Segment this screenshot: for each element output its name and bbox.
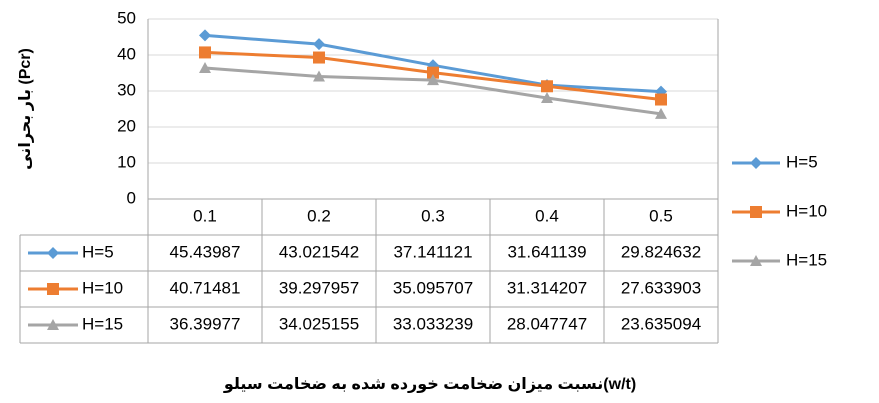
x-tick-label: 0.4 xyxy=(535,206,559,225)
marker xyxy=(313,38,325,51)
table-value: 33.033239 xyxy=(393,314,473,333)
y-axis-title: بار بحرانی (Pcr) xyxy=(17,48,34,170)
y-tick-label: 20 xyxy=(117,116,136,135)
table-value: 40.71481 xyxy=(170,278,241,297)
y-tick-label: 40 xyxy=(117,44,136,63)
table-value: 27.633903 xyxy=(621,278,701,297)
y-tick-label: 30 xyxy=(117,80,136,99)
x-axis-title: نسبت میزان ضخامت خورده شده به ضخامت سیلو… xyxy=(223,376,636,393)
marker xyxy=(199,61,211,73)
table-legend-label: H=5 xyxy=(82,242,114,261)
marker xyxy=(313,70,325,82)
table-value: 31.641139 xyxy=(507,242,586,261)
y-tick-label: 10 xyxy=(117,152,136,171)
table-value: 31.314207 xyxy=(507,278,587,297)
marker xyxy=(427,74,439,86)
legend-label: H=10 xyxy=(786,201,827,220)
x-tick-label: 0.1 xyxy=(193,206,217,225)
legend-label: H=5 xyxy=(786,152,818,171)
table-value: 39.297957 xyxy=(279,278,359,297)
table-value: 23.635094 xyxy=(621,314,701,333)
table-value: 29.824632 xyxy=(621,242,701,261)
table-legend-label: H=10 xyxy=(82,278,123,297)
marker xyxy=(199,46,211,59)
x-tick-label: 0.2 xyxy=(307,206,331,225)
marker xyxy=(655,107,667,119)
marker xyxy=(655,93,667,106)
marker xyxy=(750,157,762,169)
y-tick-label: 0 xyxy=(127,188,136,207)
table-legend-label: H=15 xyxy=(82,314,123,333)
marker xyxy=(541,92,553,104)
table-value: 36.39977 xyxy=(170,314,241,333)
marker xyxy=(541,80,553,93)
marker xyxy=(199,29,211,42)
table-value: 43.021542 xyxy=(279,242,359,261)
y-tick-label: 50 xyxy=(117,8,136,27)
marker xyxy=(47,319,59,330)
marker xyxy=(750,255,762,266)
marker xyxy=(313,51,325,64)
table-value: 34.025155 xyxy=(279,314,359,333)
table-value: 35.095707 xyxy=(393,278,473,297)
table-value: 37.141121 xyxy=(393,242,472,261)
x-tick-label: 0.5 xyxy=(649,206,673,225)
marker xyxy=(750,206,762,218)
marker xyxy=(47,247,59,259)
table-value: 28.047747 xyxy=(507,314,587,333)
legend-label: H=15 xyxy=(786,250,827,269)
table-value: 45.43987 xyxy=(170,242,241,261)
marker xyxy=(427,66,439,79)
marker xyxy=(47,283,59,295)
x-tick-label: 0.3 xyxy=(421,206,445,225)
